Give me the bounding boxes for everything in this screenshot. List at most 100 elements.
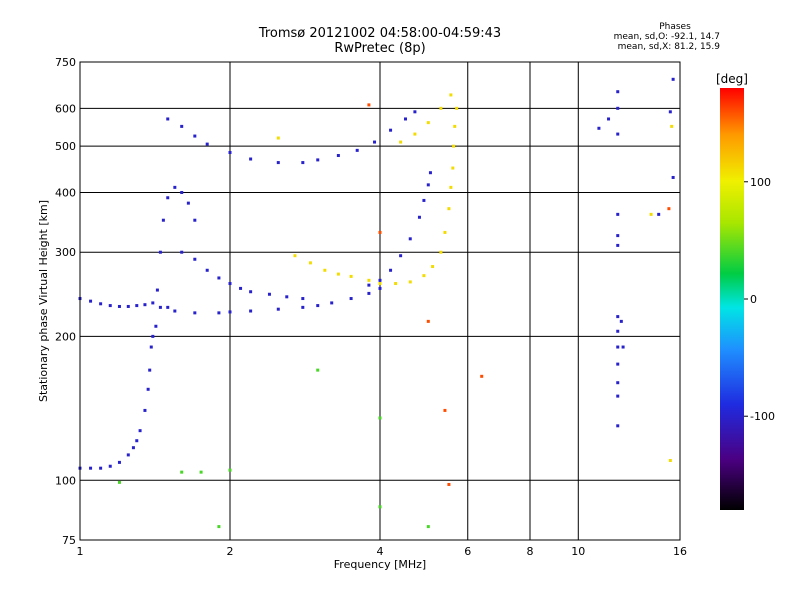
data-point	[126, 453, 130, 457]
data-point	[452, 144, 456, 148]
data-point	[616, 381, 620, 385]
data-point	[367, 278, 371, 282]
data-point	[621, 345, 625, 349]
data-point	[431, 265, 435, 269]
data-point	[616, 329, 620, 333]
data-point	[619, 319, 623, 323]
data-point	[316, 304, 320, 308]
data-point	[308, 261, 312, 265]
data-point	[426, 525, 430, 529]
data-point	[413, 110, 417, 114]
y-axis-label: Stationary phase Virtual Height [km]	[37, 200, 50, 402]
data-point	[413, 132, 417, 136]
data-point	[131, 446, 135, 450]
data-point	[616, 212, 620, 216]
data-point	[151, 301, 155, 305]
data-point	[422, 198, 426, 202]
data-point	[149, 345, 153, 349]
data-point	[426, 183, 430, 187]
data-point	[616, 424, 620, 428]
data-point	[439, 250, 443, 254]
x-tick-label: 10	[571, 545, 585, 558]
chart-title-line1: Tromsø 20121002 04:58:00-04:59:43	[258, 26, 502, 41]
y-tick-label: 600	[55, 102, 76, 115]
data-point	[89, 299, 93, 303]
data-point	[616, 362, 620, 366]
data-point	[166, 305, 170, 309]
data-point	[158, 305, 162, 309]
data-point	[151, 334, 155, 338]
data-point	[249, 290, 253, 294]
data-point	[451, 166, 455, 170]
data-point	[166, 117, 170, 121]
colorbar	[720, 88, 744, 510]
data-point	[399, 140, 403, 144]
data-point	[143, 408, 147, 412]
phase-stats: Phases mean, sd,O: -92.1, 14.7 mean, sd,…	[600, 22, 720, 52]
data-point	[276, 161, 280, 165]
data-point	[205, 268, 209, 272]
data-point	[228, 150, 232, 154]
axis-ticks: 1 2 4 6 8 10 16 75 100 200 300 400 500 600 750	[55, 56, 687, 558]
data-point	[378, 416, 382, 420]
data-point	[126, 304, 130, 308]
data-point	[607, 117, 611, 121]
x-tick-label: 2	[227, 545, 234, 558]
data-point	[228, 282, 232, 286]
data-point	[378, 278, 382, 282]
y-tick-label: 500	[55, 140, 76, 153]
data-point	[193, 218, 197, 222]
data-point	[455, 106, 459, 110]
data-point	[616, 106, 620, 110]
data-point	[453, 124, 457, 128]
data-points	[78, 77, 675, 529]
data-point	[193, 257, 197, 261]
data-point	[99, 302, 103, 306]
data-point	[399, 254, 403, 258]
data-point	[217, 276, 221, 280]
data-point	[649, 212, 653, 216]
data-point	[616, 132, 620, 136]
data-point	[323, 268, 327, 272]
x-tick-label: 1	[77, 545, 84, 558]
data-point	[135, 439, 139, 443]
data-point	[336, 154, 340, 158]
data-point	[249, 309, 253, 313]
colorbar-ticks: 100 0 -100	[744, 176, 775, 423]
colorbar-tick-label: -100	[750, 410, 775, 423]
data-point	[616, 315, 620, 319]
data-point	[367, 291, 371, 295]
data-point	[146, 387, 150, 391]
chart-title: Tromsø 20121002 04:58:00-04:59:43 RwPret…	[200, 26, 560, 56]
data-point	[378, 286, 382, 290]
data-point	[173, 185, 177, 189]
data-point	[193, 134, 197, 138]
data-point	[108, 464, 112, 468]
data-point	[117, 304, 121, 308]
data-point	[330, 301, 334, 305]
data-point	[447, 482, 451, 486]
y-tick-label: 100	[55, 474, 76, 487]
data-point	[276, 307, 280, 311]
data-point	[616, 90, 620, 94]
plot-frame	[79, 61, 681, 541]
grid	[79, 61, 681, 541]
phase-stats-x: mean, sd,X: 81.2, 15.9	[617, 42, 720, 52]
data-point	[657, 212, 661, 216]
data-point	[180, 250, 184, 254]
x-tick-label: 6	[464, 545, 471, 558]
data-point	[417, 215, 421, 219]
data-point	[217, 525, 221, 529]
phase-stats-o: mean, sd,O: -92.1, 14.7	[613, 32, 720, 42]
data-point	[228, 468, 232, 472]
data-point	[671, 77, 675, 81]
data-point	[205, 142, 209, 146]
data-point	[143, 303, 147, 307]
data-point	[408, 280, 412, 284]
data-point	[349, 274, 353, 278]
data-point	[180, 124, 184, 128]
data-point	[180, 470, 184, 474]
data-point	[403, 117, 407, 121]
data-point	[597, 126, 601, 130]
